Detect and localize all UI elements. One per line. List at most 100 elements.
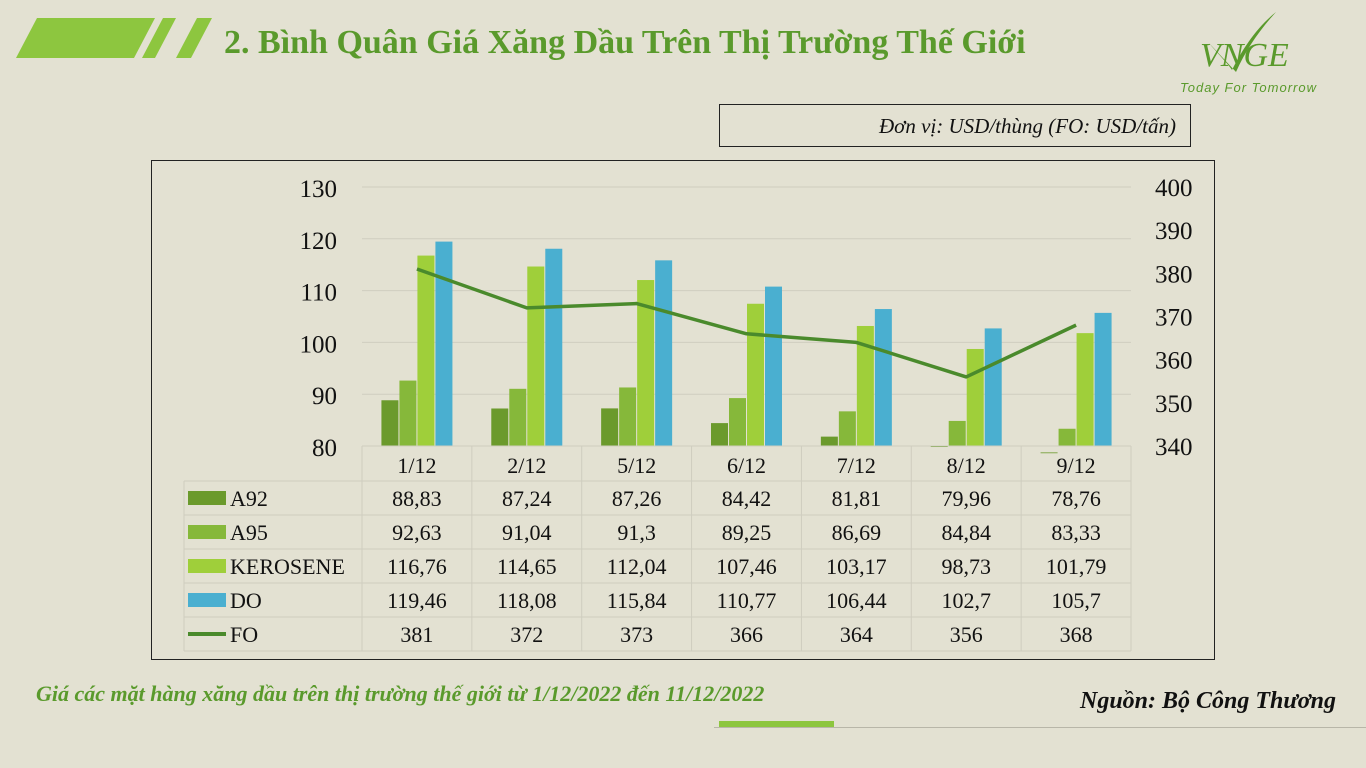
bar-kerosene <box>417 255 435 446</box>
data-label: 86,69 <box>832 520 882 545</box>
data-label: 356 <box>950 622 983 647</box>
x-tick-label: 5/12 <box>617 453 656 478</box>
bottom-accent <box>719 721 834 727</box>
header-stripe <box>142 18 176 58</box>
data-label: 78,76 <box>1051 486 1101 511</box>
y-left-tick-label: 110 <box>300 280 337 307</box>
vnge-logo: VNGE Today For Tomorrow <box>1180 12 1318 95</box>
data-label: 373 <box>620 622 653 647</box>
x-tick-label: 6/12 <box>727 453 766 478</box>
y-left-tick-label: 120 <box>300 228 338 255</box>
bar-a95 <box>838 411 856 446</box>
header-stripe <box>16 18 155 58</box>
data-label: 372 <box>510 622 543 647</box>
bar-a92 <box>601 408 619 446</box>
legend-label-do: DO <box>230 588 262 613</box>
bar-a92 <box>491 408 509 446</box>
data-label: 364 <box>840 622 873 647</box>
header-stripe <box>176 18 212 58</box>
bar-a92 <box>1040 452 1058 454</box>
y-right-tick-label: 380 <box>1155 261 1193 288</box>
legend-label-kerosene: KEROSENE <box>230 554 345 579</box>
bar-do <box>984 328 1002 446</box>
price-chart: 80 90 100 110 120 130 340 350 360 370 380 390 400 1/1… <box>183 175 1193 652</box>
bar-a92 <box>381 400 399 446</box>
data-label: 102,7 <box>941 588 991 613</box>
data-label: 91,04 <box>502 520 552 545</box>
bar-kerosene <box>637 280 655 446</box>
data-label: 92,63 <box>392 520 442 545</box>
y-left-tick-label: 100 <box>300 331 338 358</box>
x-tick-label: 9/12 <box>1057 453 1096 478</box>
data-label: 106,44 <box>826 588 887 613</box>
bar-a95 <box>509 388 527 446</box>
x-tick-label: 8/12 <box>947 453 986 478</box>
bar-a95 <box>729 398 746 446</box>
y-right-tick-label: 360 <box>1155 348 1193 375</box>
data-label: 107,46 <box>716 554 777 579</box>
data-label: 87,26 <box>612 486 662 511</box>
legend-label-a95: A95 <box>230 520 268 545</box>
y-right-tick-label: 350 <box>1155 391 1193 418</box>
data-label: 366 <box>730 622 763 647</box>
data-label: 112,04 <box>607 554 667 579</box>
legend-label-fo: FO <box>230 622 258 647</box>
data-label: 119,46 <box>387 588 447 613</box>
data-label: 98,73 <box>941 554 991 579</box>
data-label: 116,76 <box>387 554 447 579</box>
unit-note: Đơn vị: USD/thùng (FO: USD/tấn) <box>879 114 1176 138</box>
bar-kerosene <box>966 348 984 446</box>
data-label: 89,25 <box>722 520 772 545</box>
header-stripes <box>16 18 212 58</box>
bar-a95 <box>948 420 966 446</box>
data-label: 115,84 <box>607 588 667 613</box>
data-label: 84,84 <box>941 520 991 545</box>
bar-do <box>655 260 673 446</box>
bar-a95 <box>1058 428 1076 446</box>
y-right-tick-label: 340 <box>1155 434 1193 461</box>
bar-do <box>1094 312 1112 446</box>
legend-label-a92: A92 <box>230 486 268 511</box>
data-label: 381 <box>400 622 433 647</box>
data-label: 88,83 <box>392 486 442 511</box>
y-left-tick-label: 80 <box>312 435 337 462</box>
logo-swoosh <box>1208 12 1276 72</box>
logo-tagline: Today For Tomorrow <box>1180 80 1318 95</box>
logo-wordmark: VNGE <box>1200 37 1289 74</box>
data-label: 81,81 <box>832 486 882 511</box>
bottom-rule <box>714 727 1366 728</box>
y-left-tick-label: 130 <box>300 176 338 203</box>
y-right-tick-label: 370 <box>1155 305 1193 332</box>
legend-key-a92 <box>188 491 226 505</box>
line-fo <box>416 267 1077 379</box>
bar-do <box>874 309 892 446</box>
data-label: 368 <box>1060 622 1093 647</box>
legend-key-a95 <box>188 525 226 539</box>
bar-a92 <box>930 446 948 448</box>
data-label: 105,7 <box>1051 588 1101 613</box>
data-label: 118,08 <box>497 588 557 613</box>
data-label: 83,33 <box>1051 520 1101 545</box>
y-left-tick-label: 90 <box>312 383 337 410</box>
chart-frame: 80 90 100 110 120 130 340 350 360 370 380 390 400 1/1… <box>151 160 1215 660</box>
x-tick-label: 2/12 <box>507 453 546 478</box>
x-tick-label: 7/12 <box>837 453 876 478</box>
bar-do <box>435 241 453 446</box>
source-note: Nguồn: Bộ Công Thương <box>1080 688 1336 714</box>
x-tick-label: 1/12 <box>397 453 436 478</box>
page-title: 2. Bình Quân Giá Xăng Dầu Trên Thị Trườn… <box>224 24 1026 61</box>
data-label: 110,77 <box>717 588 777 613</box>
y-right-tick-label: 400 <box>1155 175 1193 202</box>
bar-a95 <box>619 387 637 446</box>
bar-kerosene <box>747 303 764 446</box>
data-label: 84,42 <box>722 486 772 511</box>
y-right-tick-label: 390 <box>1155 218 1193 245</box>
bar-a92 <box>711 423 728 446</box>
bar-kerosene <box>856 325 874 446</box>
bar-kerosene <box>527 266 545 446</box>
data-label: 103,17 <box>826 554 887 579</box>
data-label: 79,96 <box>941 486 991 511</box>
bar-a92 <box>820 436 838 446</box>
bar-do <box>765 286 782 446</box>
bar-kerosene <box>1076 333 1094 446</box>
